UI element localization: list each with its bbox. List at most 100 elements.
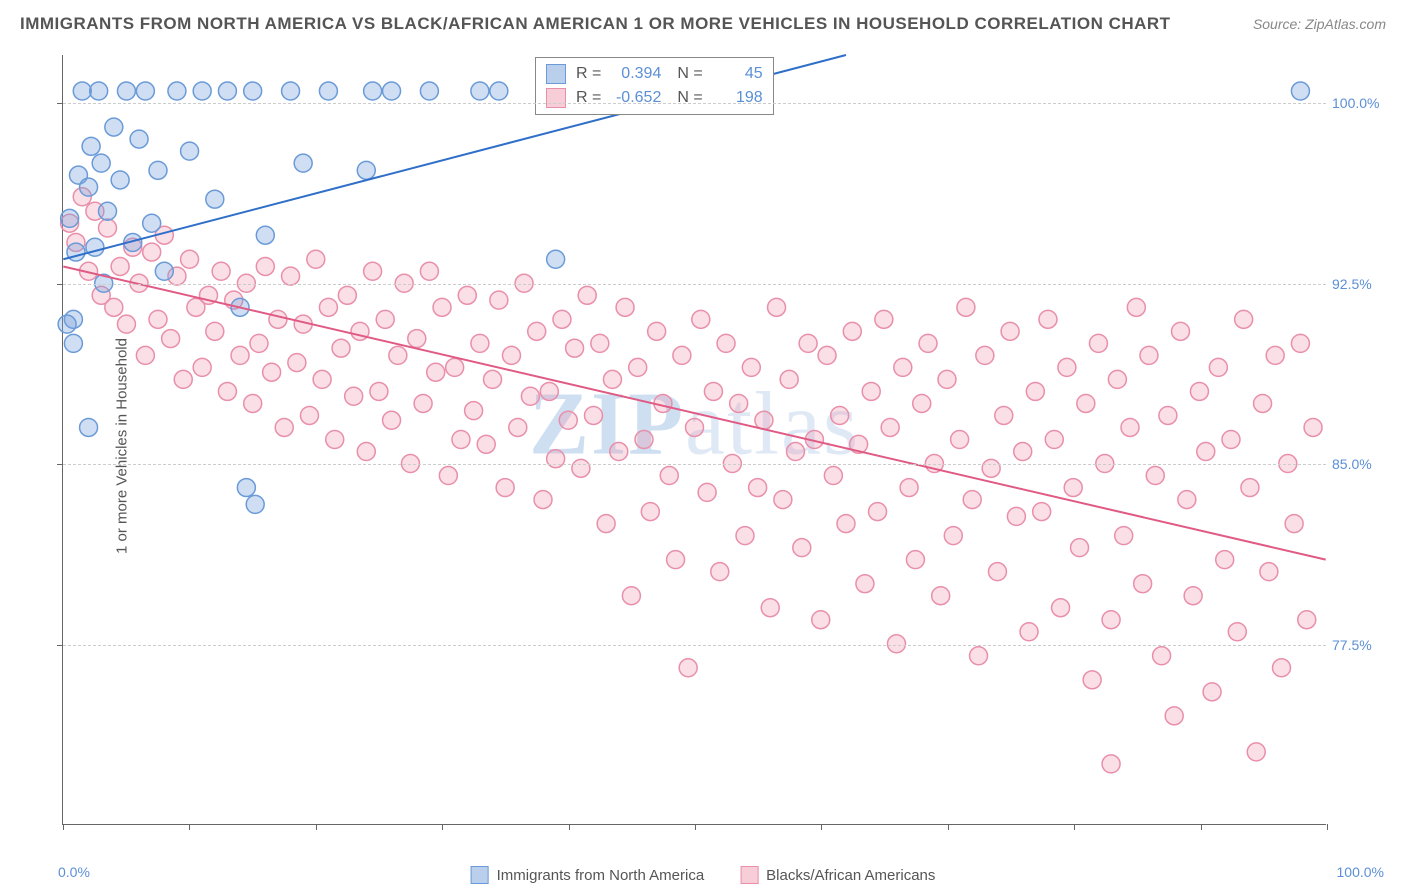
stat-r-value: -0.652: [607, 86, 661, 110]
scatter-point-black: [566, 339, 584, 357]
scatter-point-black: [1058, 358, 1076, 376]
scatter-point-black: [1203, 683, 1221, 701]
scatter-point-black: [471, 334, 489, 352]
scatter-point-immigrants: [155, 262, 173, 280]
stats-row-immigrants: R =0.394N =45: [546, 62, 763, 86]
scatter-point-immigrants: [149, 161, 167, 179]
scatter-point-black: [1039, 310, 1057, 328]
x-tick-mark: [1201, 824, 1202, 830]
scatter-point-black: [1178, 491, 1196, 509]
scatter-point-black: [648, 322, 666, 340]
scatter-point-black: [1089, 334, 1107, 352]
scatter-point-black: [976, 346, 994, 364]
chart-plot-area: ZIPatlas R =0.394N =45R =-0.652N =198 77…: [62, 55, 1326, 825]
scatter-point-black: [452, 431, 470, 449]
y-tick-label: 85.0%: [1332, 456, 1392, 472]
scatter-point-black: [1071, 539, 1089, 557]
scatter-point-black: [1108, 370, 1126, 388]
scatter-point-black: [521, 387, 539, 405]
scatter-point-immigrants: [64, 334, 82, 352]
scatter-point-black: [1273, 659, 1291, 677]
scatter-point-black: [1159, 406, 1177, 424]
source-label: Source: ZipAtlas.com: [1253, 16, 1386, 32]
scatter-point-black: [136, 346, 154, 364]
scatter-point-black: [616, 298, 634, 316]
scatter-point-black: [1209, 358, 1227, 376]
scatter-point-black: [1121, 418, 1139, 436]
scatter-point-black: [1216, 551, 1234, 569]
scatter-point-black: [1153, 647, 1171, 665]
scatter-point-black: [818, 346, 836, 364]
scatter-point-black: [1291, 334, 1309, 352]
scatter-point-black: [1266, 346, 1284, 364]
scatter-point-black: [749, 479, 767, 497]
scatter-point-black: [1146, 467, 1164, 485]
scatter-point-black: [755, 411, 773, 429]
scatter-point-black: [218, 382, 236, 400]
scatter-point-immigrants: [218, 82, 236, 100]
scatter-point-black: [1033, 503, 1051, 521]
gridline: [63, 645, 1326, 646]
scatter-point-black: [105, 298, 123, 316]
scatter-point-black: [553, 310, 571, 328]
scatter-point-black: [345, 387, 363, 405]
scatter-point-black: [282, 267, 300, 285]
scatter-point-immigrants: [82, 137, 100, 155]
scatter-point-immigrants: [471, 82, 489, 100]
scatter-point-black: [913, 394, 931, 412]
scatter-point-black: [780, 370, 798, 388]
scatter-point-black: [881, 418, 899, 436]
scatter-point-black: [1184, 587, 1202, 605]
stats-legend-box: R =0.394N =45R =-0.652N =198: [535, 57, 774, 115]
scatter-point-black: [244, 394, 262, 412]
scatter-point-black: [730, 394, 748, 412]
stat-n-key: N =: [677, 62, 702, 86]
scatter-point-black: [540, 382, 558, 400]
scatter-point-black: [193, 358, 211, 376]
scatter-point-immigrants: [73, 82, 91, 100]
legend-item-immigrants: Immigrants from North America: [471, 866, 705, 884]
y-tick-label: 92.5%: [1332, 276, 1392, 292]
scatter-point-black: [326, 431, 344, 449]
scatter-point-black: [768, 298, 786, 316]
scatter-point-black: [269, 310, 287, 328]
scatter-point-black: [793, 539, 811, 557]
scatter-point-black: [1001, 322, 1019, 340]
scatter-point-black: [875, 310, 893, 328]
scatter-point-black: [1254, 394, 1272, 412]
scatter-point-black: [465, 402, 483, 420]
scatter-point-black: [597, 515, 615, 533]
scatter-point-immigrants: [117, 82, 135, 100]
scatter-point-black: [667, 551, 685, 569]
scatter-point-black: [812, 611, 830, 629]
scatter-point-immigrants: [420, 82, 438, 100]
scatter-point-black: [212, 262, 230, 280]
scatter-point-black: [427, 363, 445, 381]
scatter-point-black: [332, 339, 350, 357]
scatter-point-immigrants: [136, 82, 154, 100]
scatter-point-black: [181, 250, 199, 268]
scatter-point-immigrants: [319, 82, 337, 100]
scatter-point-black: [528, 322, 546, 340]
scatter-point-immigrants: [357, 161, 375, 179]
x-tick-mark: [695, 824, 696, 830]
scatter-point-black: [1045, 431, 1063, 449]
scatter-point-black: [263, 363, 281, 381]
scatter-point-black: [761, 599, 779, 617]
scatter-point-black: [673, 346, 691, 364]
scatter-point-black: [774, 491, 792, 509]
scatter-point-immigrants: [244, 82, 262, 100]
scatter-point-black: [174, 370, 192, 388]
y-tick-mark: [57, 103, 63, 104]
scatter-point-black: [1134, 575, 1152, 593]
x-axis-min-label: 0.0%: [58, 864, 90, 880]
x-tick-mark: [948, 824, 949, 830]
scatter-point-black: [1064, 479, 1082, 497]
scatter-point-black: [357, 443, 375, 461]
scatter-point-black: [578, 286, 596, 304]
scatter-point-immigrants: [294, 154, 312, 172]
scatter-point-black: [143, 243, 161, 261]
scatter-point-black: [319, 298, 337, 316]
scatter-point-black: [1102, 611, 1120, 629]
scatter-point-black: [1247, 743, 1265, 761]
